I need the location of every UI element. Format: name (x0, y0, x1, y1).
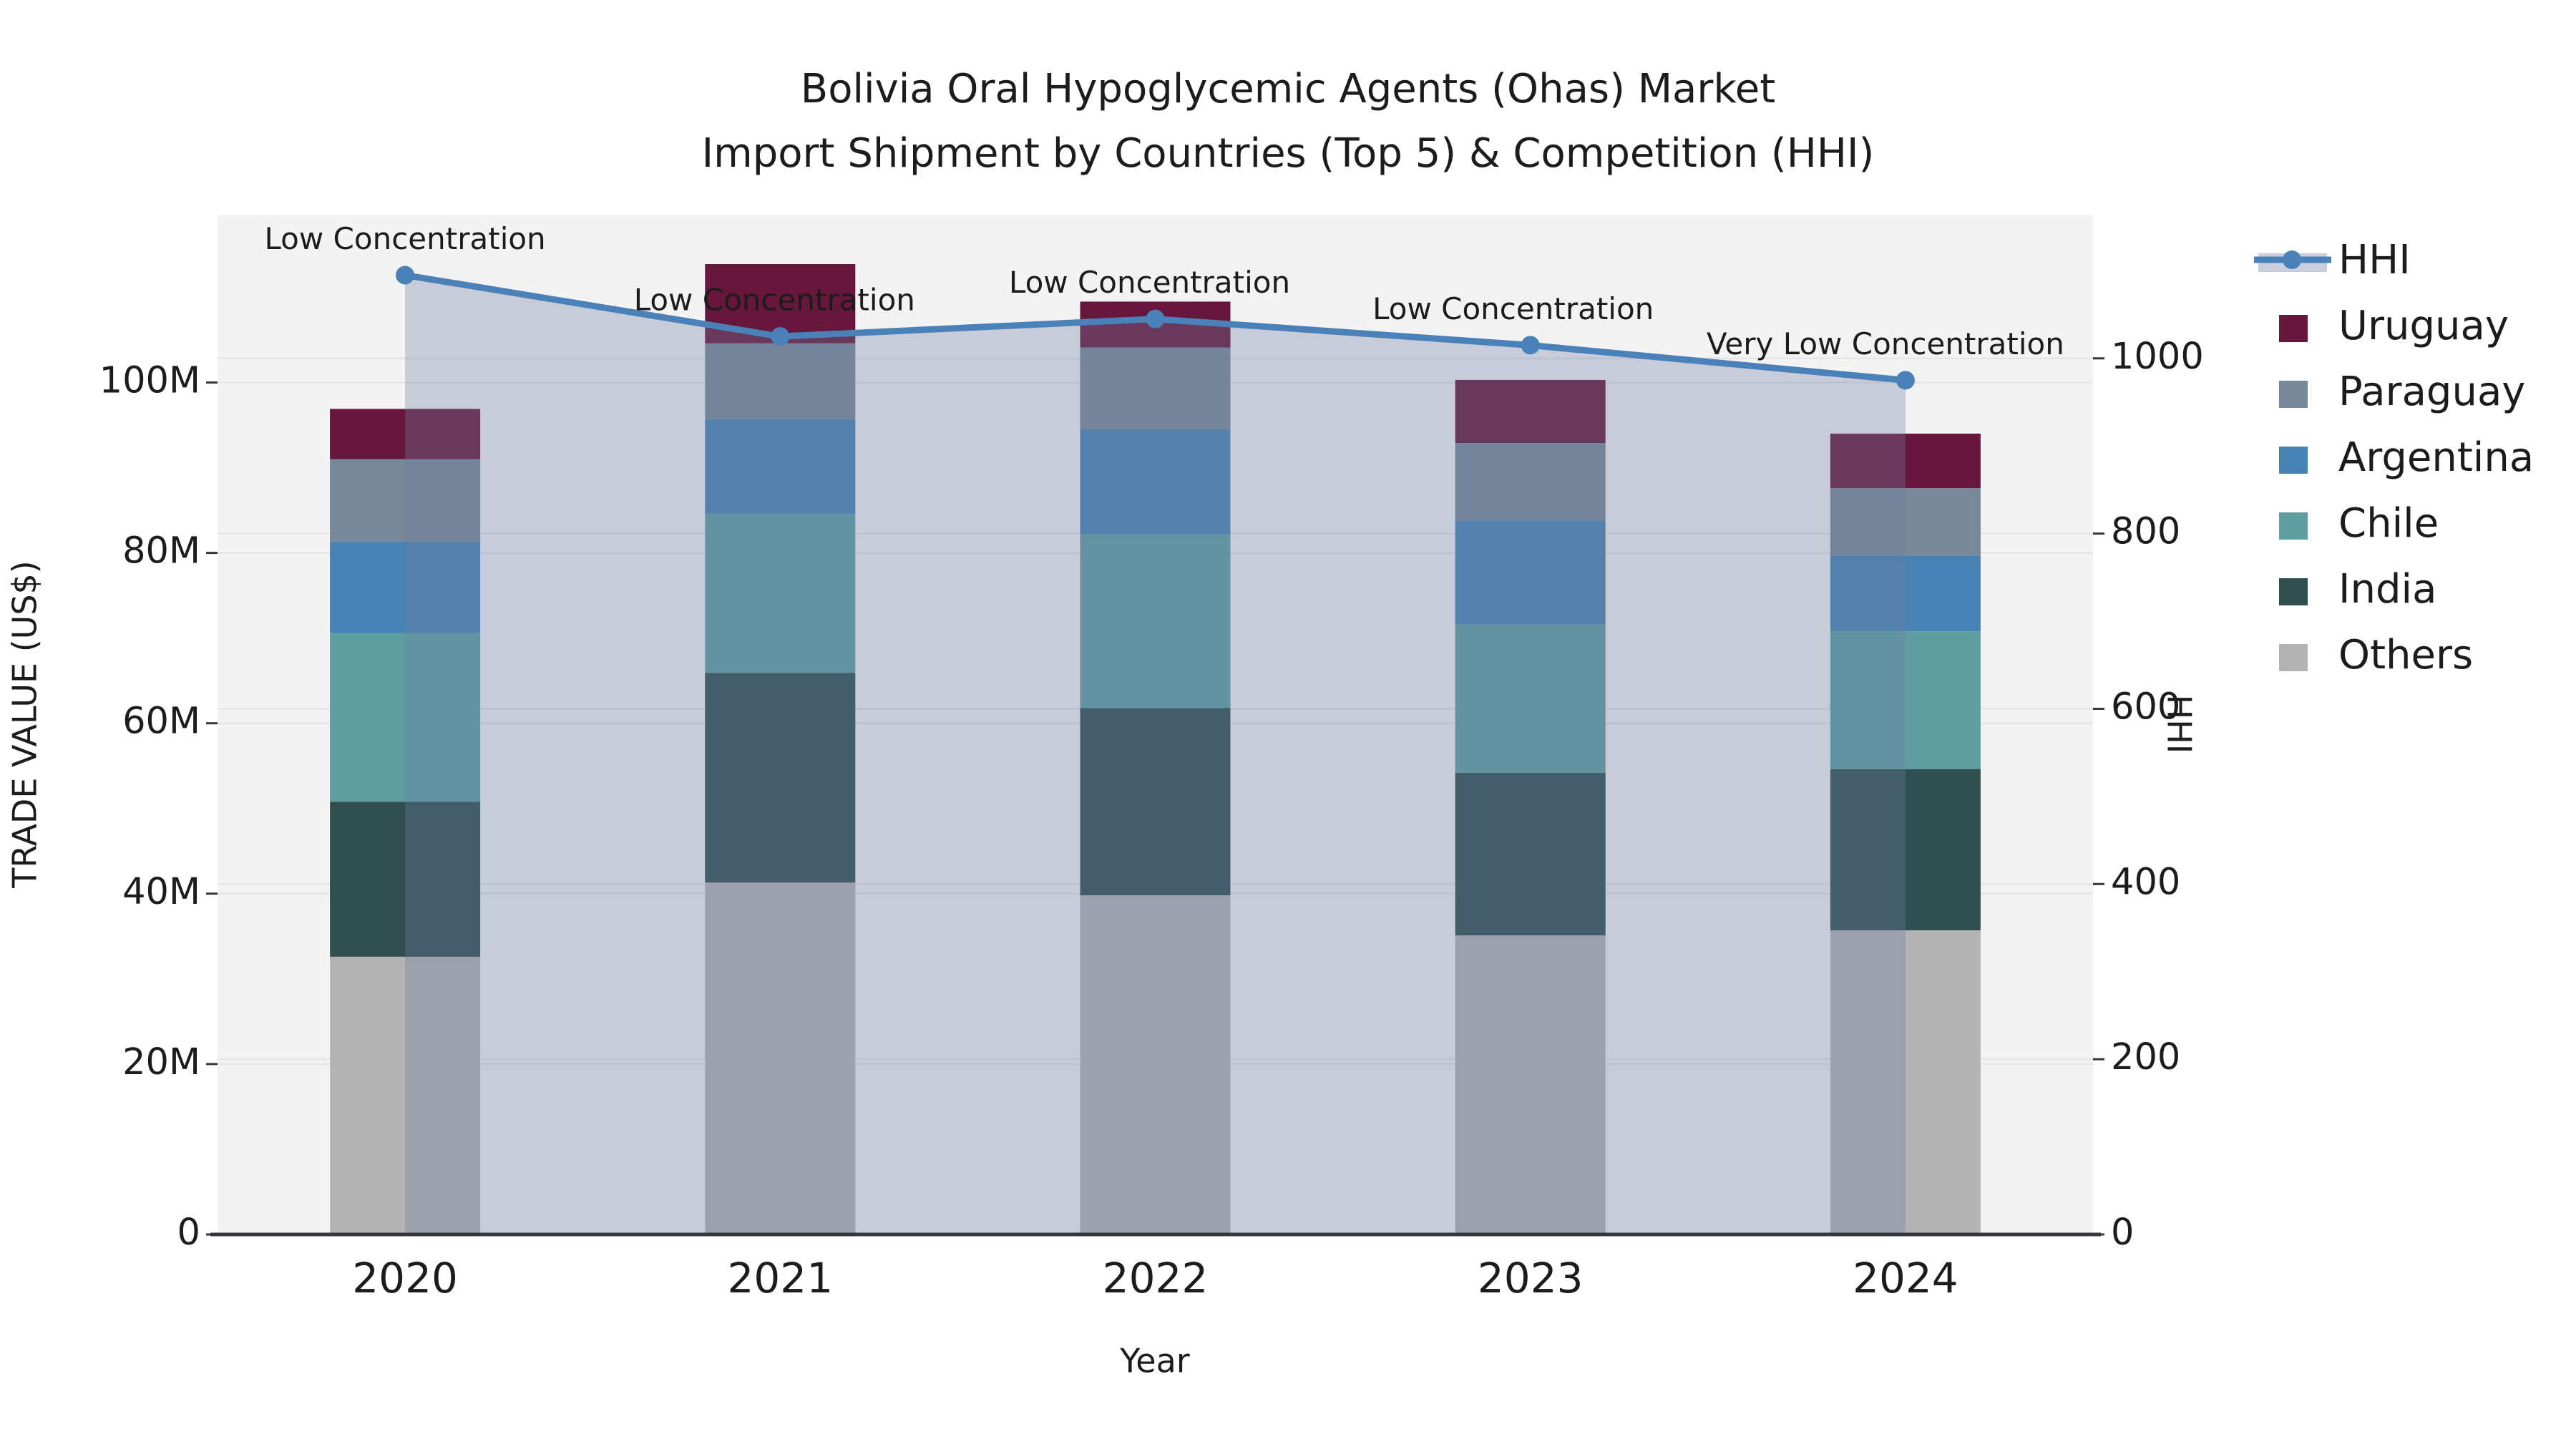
legend-swatch-chile (2279, 512, 2308, 540)
bar-segment-others-2020 (330, 956, 481, 1234)
bar-segment-paraguay-2024 (1830, 488, 1981, 556)
bar-segment-india-2020 (330, 801, 481, 957)
bar-segment-india-2021 (705, 673, 856, 883)
annotation-2020: Low Concentration (265, 221, 546, 256)
hhi-marker-2020 (396, 265, 415, 285)
bar-segment-paraguay-2020 (330, 459, 481, 542)
chart-title-line1: Bolivia Oral Hypoglycemic Agents (Ohas) … (801, 66, 1775, 112)
y-left-tick-label: 100M (99, 360, 200, 402)
y-right-tick-label: 600 (2111, 686, 2180, 728)
y-left-axis-title: TRADE VALUE (US$) (6, 560, 44, 888)
hhi-marker-2023 (1521, 336, 1540, 355)
legend-label-paraguay: Paraguay (2338, 369, 2525, 415)
x-tick-label: 2021 (727, 1254, 833, 1302)
hhi-marker-2021 (771, 327, 790, 346)
chart-title-line2: Import Shipment by Countries (Top 5) & C… (702, 130, 1875, 177)
bar-segment-chile-2021 (705, 513, 856, 673)
x-axis-title: Year (1119, 1342, 1189, 1380)
bar-segment-chile-2022 (1080, 534, 1231, 708)
legend-label-hhi: HHI (2338, 237, 2411, 283)
bar-segment-others-2024 (1830, 930, 1981, 1234)
bar-segment-uruguay-2020 (330, 409, 481, 459)
y-left-tick-label: 20M (122, 1041, 200, 1083)
x-tick-label: 2023 (1478, 1254, 1584, 1302)
legend-swatch-others (2279, 644, 2308, 671)
annotation-2024: Very Low Concentration (1707, 326, 2064, 361)
bar-segment-uruguay-2024 (1830, 433, 1981, 489)
bar-segment-chile-2024 (1830, 631, 1981, 769)
bar-segment-others-2022 (1080, 895, 1231, 1234)
y-left-tick-label: 40M (122, 871, 200, 913)
legend-label-india: India (2338, 566, 2436, 613)
bar-segment-argentina-2021 (705, 419, 856, 514)
bar-segment-others-2023 (1455, 935, 1606, 1234)
bar-segment-others-2021 (705, 882, 856, 1234)
annotation-2023: Low Concentration (1372, 291, 1654, 326)
bar-segment-argentina-2023 (1455, 520, 1606, 625)
annotation-2021: Low Concentration (634, 283, 915, 318)
y-left-tick-label: 0 (177, 1212, 200, 1254)
legend-swatch-india (2279, 578, 2308, 605)
bar-segment-paraguay-2021 (705, 343, 856, 419)
bar-segment-india-2024 (1830, 769, 1981, 930)
y-left-tick-label: 60M (122, 701, 200, 743)
x-tick-label: 2020 (352, 1254, 458, 1302)
bar-segment-argentina-2022 (1080, 429, 1231, 535)
y-left-tick-label: 80M (122, 530, 200, 572)
y-right-tick-label: 0 (2111, 1212, 2134, 1254)
y-right-axis-title: HHI (2160, 695, 2199, 754)
bar-segment-chile-2023 (1455, 624, 1606, 773)
legend-swatch-uruguay (2279, 315, 2308, 342)
bar-segment-chile-2020 (330, 633, 481, 802)
legend-swatch-paraguay (2279, 381, 2308, 408)
hhi-area (405, 275, 1906, 1234)
hhi-marker-2022 (1146, 309, 1165, 328)
bar-segment-uruguay-2023 (1455, 379, 1606, 444)
annotation-2022: Low Concentration (1009, 265, 1290, 300)
bar-segment-argentina-2020 (330, 542, 481, 633)
legend-hhi-marker (2283, 250, 2301, 269)
y-right-tick-label: 400 (2111, 861, 2180, 903)
hhi-marker-2024 (1896, 371, 1915, 390)
legend-label-argentina: Argentina (2338, 434, 2534, 481)
legend-swatch-argentina (2279, 447, 2308, 474)
legend-label-chile: Chile (2338, 500, 2439, 547)
legend-label-others: Others (2338, 632, 2473, 678)
y-right-tick-label: 200 (2111, 1036, 2180, 1078)
x-tick-label: 2024 (1853, 1254, 1958, 1302)
bar-segment-argentina-2024 (1830, 555, 1981, 632)
legend: HHI Uruguay Paraguay Argentina Chile India Oth… (2254, 237, 2534, 678)
bar-segment-india-2023 (1455, 772, 1606, 936)
bar-segment-india-2022 (1080, 708, 1231, 896)
bar-segment-paraguay-2022 (1080, 347, 1231, 429)
y-right-tick-label: 800 (2111, 511, 2180, 553)
y-right-tick-label: 1000 (2111, 336, 2204, 378)
x-tick-label: 2022 (1103, 1254, 1209, 1302)
legend-label-uruguay: Uruguay (2338, 303, 2509, 349)
bar-segment-paraguay-2023 (1455, 443, 1606, 521)
